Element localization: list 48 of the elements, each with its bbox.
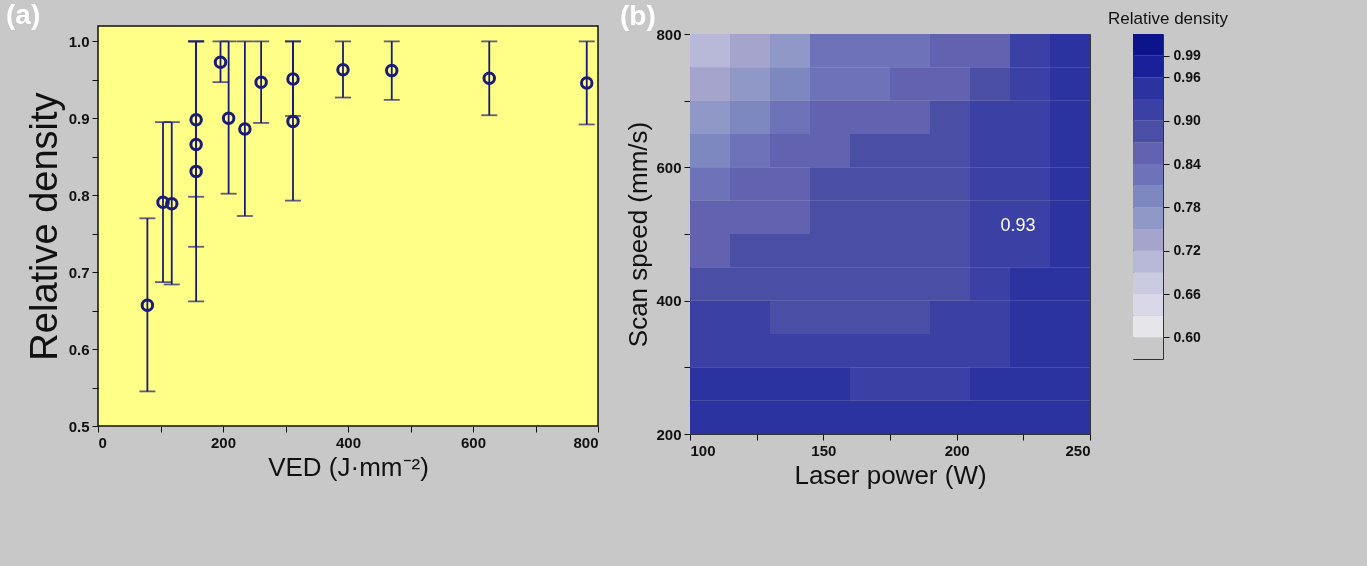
point xyxy=(385,63,399,78)
point xyxy=(156,195,170,209)
y-tick-label: 0.7 xyxy=(68,263,90,281)
color-bar-label: 0.66 xyxy=(1173,285,1201,302)
point xyxy=(221,111,236,126)
point xyxy=(189,113,203,127)
x-tick-label: 150 xyxy=(811,441,837,459)
color-bar-label: 0.99 xyxy=(1173,47,1201,64)
y-tick-label: 0.6 xyxy=(68,340,90,358)
y-tick-label: 0.9 xyxy=(68,109,90,127)
x-tick-label: 0 xyxy=(98,433,107,451)
x-tick-label: 400 xyxy=(335,433,362,451)
point xyxy=(336,63,350,77)
point xyxy=(238,122,252,136)
y-tick-label: 400 xyxy=(656,292,682,310)
x-tick-label: 800 xyxy=(573,433,599,451)
point xyxy=(189,137,203,152)
color-bar-label: 0.84 xyxy=(1173,155,1201,172)
point xyxy=(286,114,300,129)
x-axis-title: VED (J·mm⁻²) xyxy=(268,451,429,482)
color-bar-label: 0.96 xyxy=(1173,68,1201,85)
point xyxy=(213,55,228,69)
y-tick-label: 0.8 xyxy=(68,186,90,204)
point xyxy=(189,164,203,179)
x-tick-label: 250 xyxy=(1065,441,1091,459)
color-bar-label: 0.72 xyxy=(1173,242,1201,259)
point xyxy=(286,72,300,86)
y-tick-label: 600 xyxy=(656,158,682,176)
y-tick-label: 0.5 xyxy=(68,417,90,435)
y-tick-label: 800 xyxy=(656,25,682,43)
point xyxy=(165,196,179,211)
x-tick-label: 200 xyxy=(210,433,237,451)
y-tick-label: 1.0 xyxy=(68,32,90,50)
y-axis-title: Scan speed (mm/s) xyxy=(623,121,654,348)
point xyxy=(140,298,155,312)
color-bar-label: 0.90 xyxy=(1173,112,1201,129)
x-tick-label: 100 xyxy=(690,441,716,459)
color-bar-title: Relative density xyxy=(1107,9,1229,28)
y-axis-title: Relative density xyxy=(22,92,65,361)
point xyxy=(254,75,268,89)
x-tick-label: 200 xyxy=(944,441,970,459)
point xyxy=(482,71,496,86)
x-axis-title: Laser power (W) xyxy=(794,459,987,490)
point xyxy=(580,76,594,90)
x-tick-label: 600 xyxy=(460,433,487,451)
color-bar-label: 0.60 xyxy=(1173,328,1201,345)
color-bar-label: 0.78 xyxy=(1173,198,1201,215)
annotation: 0.93 xyxy=(1000,215,1036,235)
